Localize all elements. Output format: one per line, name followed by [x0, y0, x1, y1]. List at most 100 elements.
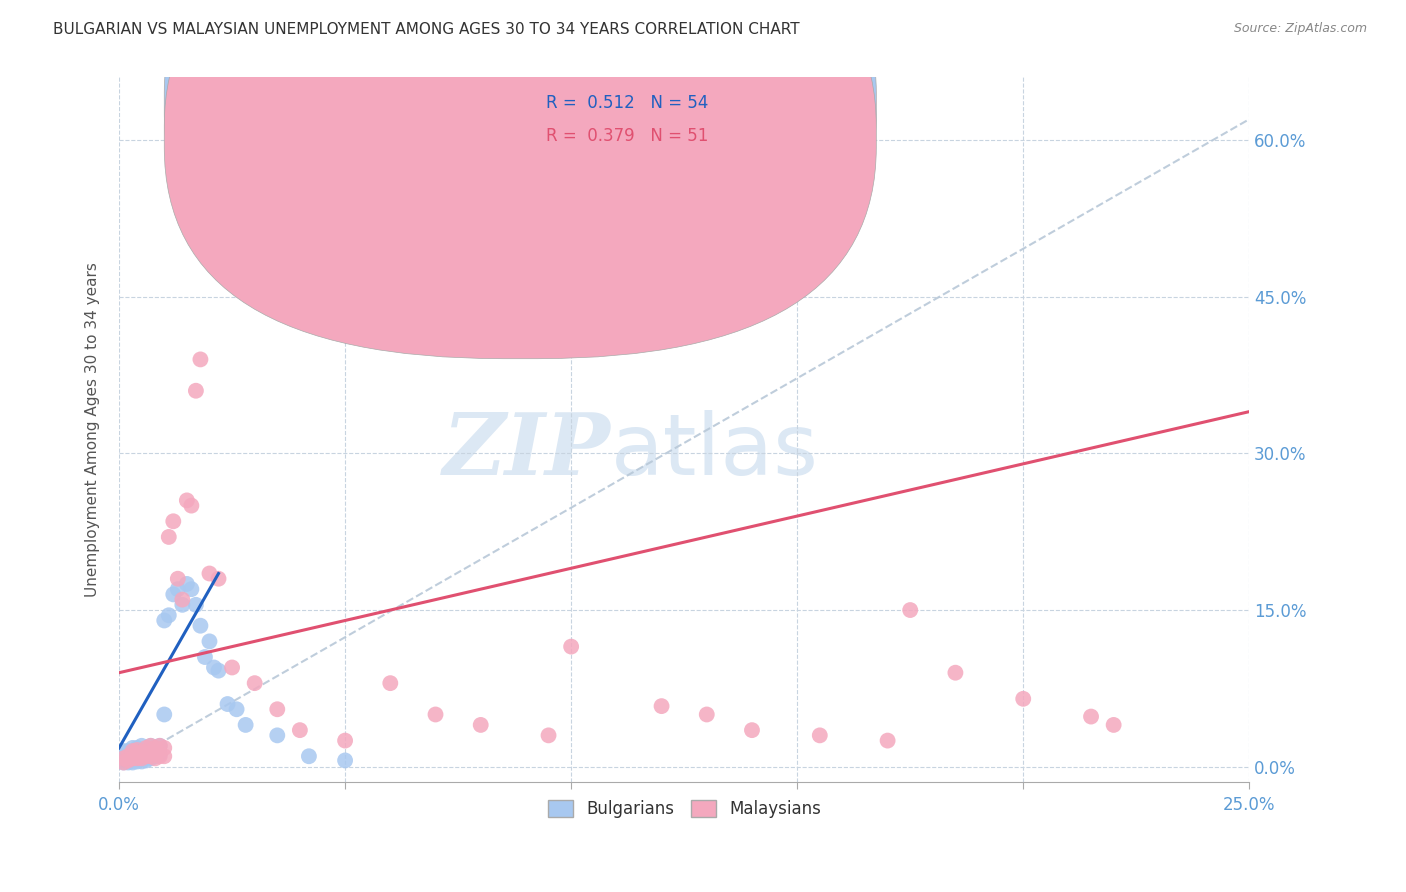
- Point: [135, 753, 157, 767]
- Point: [166, 582, 188, 596]
- Text: ZIP: ZIP: [443, 409, 610, 492]
- Point: [117, 756, 139, 770]
- Point: [184, 598, 207, 612]
- Point: [112, 751, 135, 765]
- Text: R =  0.379   N = 51: R = 0.379 N = 51: [547, 127, 709, 145]
- Point: [135, 749, 157, 764]
- Point: [266, 702, 288, 716]
- Point: [127, 751, 149, 765]
- Point: [121, 756, 143, 770]
- Point: [298, 749, 321, 764]
- Point: [131, 751, 153, 765]
- Point: [139, 749, 162, 764]
- Point: [135, 740, 157, 755]
- Point: [157, 530, 180, 544]
- Point: [1080, 709, 1102, 723]
- Point: [127, 751, 149, 765]
- Point: [131, 747, 153, 761]
- Legend: Bulgarians, Malaysians: Bulgarians, Malaysians: [541, 793, 828, 825]
- Point: [135, 749, 157, 764]
- Point: [112, 749, 135, 764]
- Point: [741, 723, 763, 738]
- Point: [149, 739, 172, 753]
- Point: [876, 733, 898, 747]
- Point: [198, 566, 221, 581]
- Point: [184, 384, 207, 398]
- Point: [131, 739, 153, 753]
- Point: [112, 756, 135, 770]
- Point: [808, 728, 831, 742]
- Point: [945, 665, 967, 680]
- Point: [176, 493, 198, 508]
- Text: R =  0.512   N = 54: R = 0.512 N = 54: [547, 94, 709, 112]
- FancyBboxPatch shape: [165, 0, 876, 326]
- Point: [149, 749, 172, 764]
- Point: [180, 499, 202, 513]
- Point: [121, 753, 143, 767]
- Point: [380, 676, 402, 690]
- Point: [127, 755, 149, 769]
- Point: [131, 745, 153, 759]
- Point: [217, 697, 239, 711]
- Point: [157, 608, 180, 623]
- Point: [1102, 718, 1125, 732]
- Point: [235, 718, 257, 732]
- Point: [172, 592, 194, 607]
- Point: [127, 743, 149, 757]
- Point: [194, 650, 217, 665]
- Point: [143, 743, 166, 757]
- Point: [127, 740, 149, 755]
- Point: [112, 744, 135, 758]
- Text: BULGARIAN VS MALAYSIAN UNEMPLOYMENT AMONG AGES 30 TO 34 YEARS CORRELATION CHART: BULGARIAN VS MALAYSIAN UNEMPLOYMENT AMON…: [53, 22, 800, 37]
- Point: [207, 664, 229, 678]
- Point: [127, 747, 149, 761]
- Point: [176, 577, 198, 591]
- Point: [153, 749, 176, 764]
- Point: [143, 749, 166, 764]
- Text: Source: ZipAtlas.com: Source: ZipAtlas.com: [1233, 22, 1367, 36]
- Point: [139, 751, 162, 765]
- Point: [117, 749, 139, 764]
- Point: [143, 740, 166, 755]
- Point: [190, 352, 212, 367]
- Point: [117, 751, 139, 765]
- Point: [1012, 691, 1035, 706]
- Point: [112, 753, 135, 767]
- Point: [190, 618, 212, 632]
- Point: [121, 747, 143, 761]
- Point: [651, 699, 673, 714]
- Point: [288, 723, 311, 738]
- Point: [560, 640, 582, 654]
- Point: [149, 747, 172, 761]
- Point: [139, 739, 162, 753]
- Point: [225, 702, 247, 716]
- Point: [131, 751, 153, 765]
- Point: [180, 582, 202, 596]
- Point: [108, 755, 131, 769]
- Point: [266, 728, 288, 742]
- Point: [198, 634, 221, 648]
- Point: [470, 718, 492, 732]
- Point: [537, 728, 560, 742]
- Point: [139, 739, 162, 753]
- Point: [153, 614, 176, 628]
- Text: atlas: atlas: [610, 409, 818, 492]
- Point: [162, 587, 184, 601]
- Point: [831, 133, 853, 147]
- Point: [153, 707, 176, 722]
- FancyBboxPatch shape: [492, 85, 758, 159]
- Point: [121, 740, 143, 755]
- FancyBboxPatch shape: [165, 0, 876, 359]
- Point: [221, 660, 243, 674]
- Point: [333, 733, 356, 747]
- Point: [207, 572, 229, 586]
- Point: [153, 740, 176, 755]
- Point: [117, 753, 139, 767]
- Point: [121, 744, 143, 758]
- Point: [135, 743, 157, 757]
- Point: [117, 749, 139, 764]
- Point: [696, 707, 718, 722]
- Point: [112, 756, 135, 770]
- Point: [202, 660, 225, 674]
- Point: [149, 739, 172, 753]
